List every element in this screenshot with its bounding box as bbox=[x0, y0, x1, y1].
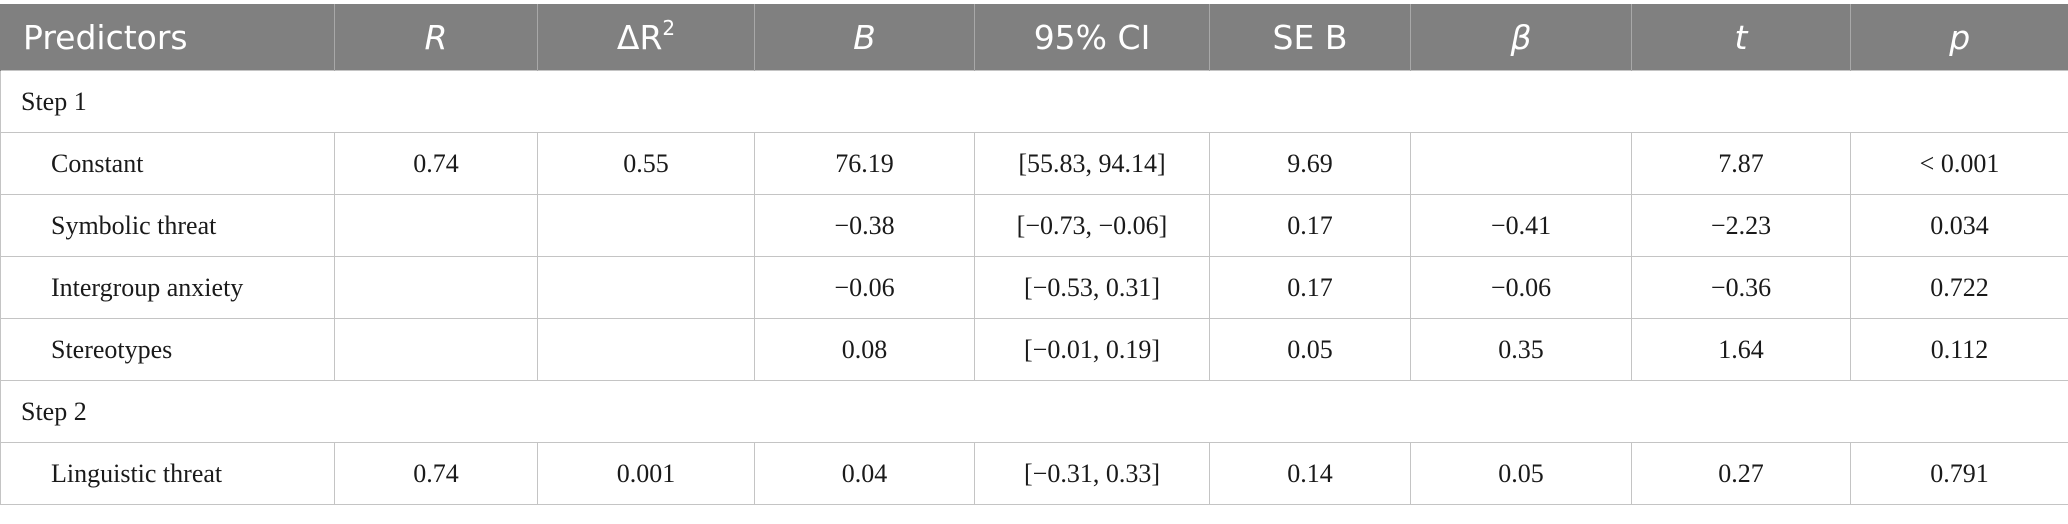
header-t: t bbox=[1631, 4, 1851, 71]
cell-delta-r2 bbox=[537, 318, 755, 381]
cell-predictor: Stereotypes bbox=[0, 318, 335, 381]
step-row: Step 2 bbox=[0, 380, 2068, 443]
cell-se-b: 0.05 bbox=[1209, 318, 1411, 381]
header-predictors: Predictors bbox=[0, 4, 335, 71]
cell-beta: 0.05 bbox=[1410, 442, 1632, 505]
header-delta-r2-text: ΔR bbox=[616, 17, 663, 57]
cell-delta-r2 bbox=[537, 256, 755, 319]
cell-delta-r2 bbox=[537, 194, 755, 257]
regression-table-container: Predictors R ΔR2 B 95% CI SE B β t p Ste… bbox=[0, 4, 2068, 505]
cell-delta-r2: 0.55 bbox=[537, 132, 755, 195]
cell-predictor: Linguistic threat bbox=[0, 442, 335, 505]
cell-t: −0.36 bbox=[1631, 256, 1851, 319]
table-row: Linguistic threat 0.74 0.001 0.04 [−0.31… bbox=[0, 442, 2068, 505]
cell-b: −0.06 bbox=[754, 256, 975, 319]
step-label: Step 1 bbox=[0, 70, 2068, 133]
cell-b: 0.08 bbox=[754, 318, 975, 381]
cell-t: −2.23 bbox=[1631, 194, 1851, 257]
cell-predictor: Symbolic threat bbox=[0, 194, 335, 257]
header-se-b: SE B bbox=[1209, 4, 1411, 71]
cell-p: 0.722 bbox=[1850, 256, 2068, 319]
table-row: Stereotypes 0.08 [−0.01, 0.19] 0.05 0.35… bbox=[0, 318, 2068, 381]
cell-t: 1.64 bbox=[1631, 318, 1851, 381]
cell-b: 0.04 bbox=[754, 442, 975, 505]
table-row: Symbolic threat −0.38 [−0.73, −0.06] 0.1… bbox=[0, 194, 2068, 257]
cell-ci: [55.83, 94.14] bbox=[974, 132, 1210, 195]
step-label: Step 2 bbox=[0, 380, 2068, 443]
cell-se-b: 0.17 bbox=[1209, 256, 1411, 319]
cell-r bbox=[334, 194, 538, 257]
cell-p: < 0.001 bbox=[1850, 132, 2068, 195]
cell-r: 0.74 bbox=[334, 442, 538, 505]
cell-se-b: 0.14 bbox=[1209, 442, 1411, 505]
cell-ci: [−0.53, 0.31] bbox=[974, 256, 1210, 319]
table-row: Constant 0.74 0.55 76.19 [55.83, 94.14] … bbox=[0, 132, 2068, 195]
cell-se-b: 0.17 bbox=[1209, 194, 1411, 257]
cell-ci: [−0.31, 0.33] bbox=[974, 442, 1210, 505]
header-delta-r2-superscript: 2 bbox=[662, 15, 676, 40]
cell-p: 0.034 bbox=[1850, 194, 2068, 257]
cell-ci: [−0.01, 0.19] bbox=[974, 318, 1210, 381]
cell-r: 0.74 bbox=[334, 132, 538, 195]
cell-se-b: 9.69 bbox=[1209, 132, 1411, 195]
cell-predictor: Constant bbox=[0, 132, 335, 195]
cell-ci: [−0.73, −0.06] bbox=[974, 194, 1210, 257]
step-row: Step 1 bbox=[0, 70, 2068, 133]
cell-p: 0.791 bbox=[1850, 442, 2068, 505]
cell-b: 76.19 bbox=[754, 132, 975, 195]
regression-table: Predictors R ΔR2 B 95% CI SE B β t p Ste… bbox=[0, 4, 2068, 505]
cell-b: −0.38 bbox=[754, 194, 975, 257]
cell-r bbox=[334, 318, 538, 381]
header-row: Predictors R ΔR2 B 95% CI SE B β t p bbox=[0, 4, 2068, 71]
cell-delta-r2: 0.001 bbox=[537, 442, 755, 505]
header-ci: 95% CI bbox=[974, 4, 1210, 71]
cell-beta: −0.41 bbox=[1410, 194, 1632, 257]
header-p: p bbox=[1850, 4, 2068, 71]
cell-beta: 0.35 bbox=[1410, 318, 1632, 381]
header-b: B bbox=[754, 4, 975, 71]
cell-predictor: Intergroup anxiety bbox=[0, 256, 335, 319]
header-r: R bbox=[334, 4, 538, 71]
cell-t: 7.87 bbox=[1631, 132, 1851, 195]
cell-p: 0.112 bbox=[1850, 318, 2068, 381]
header-beta: β bbox=[1410, 4, 1632, 71]
table-row: Intergroup anxiety −0.06 [−0.53, 0.31] 0… bbox=[0, 256, 2068, 319]
cell-beta: −0.06 bbox=[1410, 256, 1632, 319]
cell-r bbox=[334, 256, 538, 319]
cell-beta bbox=[1410, 132, 1632, 195]
cell-t: 0.27 bbox=[1631, 442, 1851, 505]
header-delta-r2: ΔR2 bbox=[537, 4, 755, 71]
